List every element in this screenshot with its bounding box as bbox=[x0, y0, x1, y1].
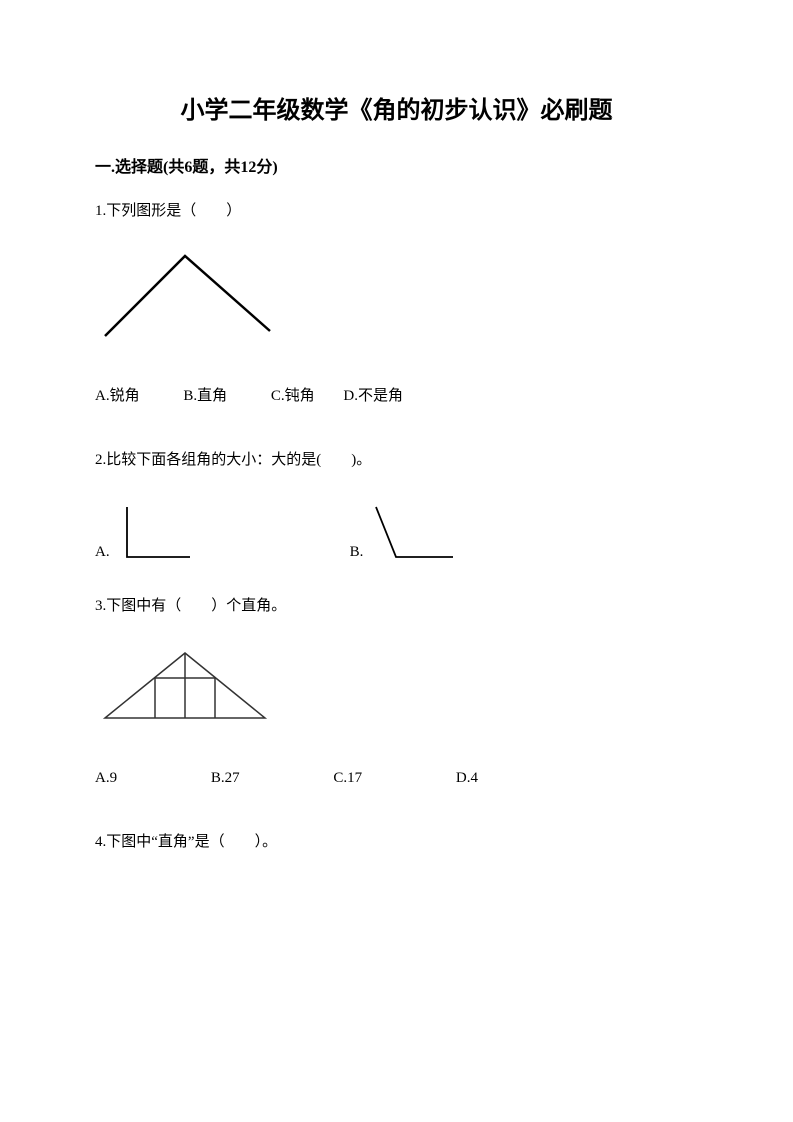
q3-figure bbox=[95, 643, 698, 736]
right-angle-icon bbox=[115, 502, 200, 564]
triangle-figure-icon bbox=[95, 643, 275, 728]
question-3: 3.下图中有（ ）个直角。 A.9 B.27 C.17 D.4 bbox=[95, 594, 698, 790]
q1-options: A.锐角 B.直角 C.钝角 D.不是角 bbox=[95, 384, 698, 408]
q1-option-b: B.直角 bbox=[183, 388, 227, 404]
q2-b-label: B. bbox=[350, 540, 364, 564]
q3-option-d: D.4 bbox=[456, 770, 478, 786]
q1-figure bbox=[95, 241, 698, 359]
q4-text: 4.下图中“直角”是（ ）。 bbox=[95, 830, 698, 854]
q2-option-b: B. bbox=[350, 502, 464, 564]
angle-figure-icon bbox=[95, 241, 285, 351]
q2-a-label: A. bbox=[95, 540, 110, 564]
q1-text: 1.下列图形是（ ） bbox=[95, 199, 698, 223]
question-2: 2.比较下面各组角的大小：大的是( )。 A. B. bbox=[95, 448, 698, 564]
q1-option-a: A.锐角 bbox=[95, 388, 140, 404]
q3-text: 3.下图中有（ ）个直角。 bbox=[95, 594, 698, 618]
question-1: 1.下列图形是（ ） A.锐角 B.直角 C.钝角 D.不是角 bbox=[95, 199, 698, 408]
q3-option-c: C.17 bbox=[333, 770, 362, 786]
q3-option-a: A.9 bbox=[95, 770, 117, 786]
q1-option-c: C.钝角 bbox=[271, 388, 315, 404]
q2-text: 2.比较下面各组角的大小：大的是( )。 bbox=[95, 448, 698, 472]
obtuse-angle-icon bbox=[368, 502, 463, 564]
page-title: 小学二年级数学《角的初步认识》必刷题 bbox=[95, 90, 698, 125]
q3-options: A.9 B.27 C.17 D.4 bbox=[95, 766, 698, 790]
q3-option-b: B.27 bbox=[211, 770, 240, 786]
q2-option-a: A. bbox=[95, 502, 200, 564]
section-header: 一.选择题(共6题，共12分) bbox=[95, 153, 698, 177]
q1-option-d: D.不是角 bbox=[343, 388, 403, 404]
question-4: 4.下图中“直角”是（ ）。 bbox=[95, 830, 698, 854]
